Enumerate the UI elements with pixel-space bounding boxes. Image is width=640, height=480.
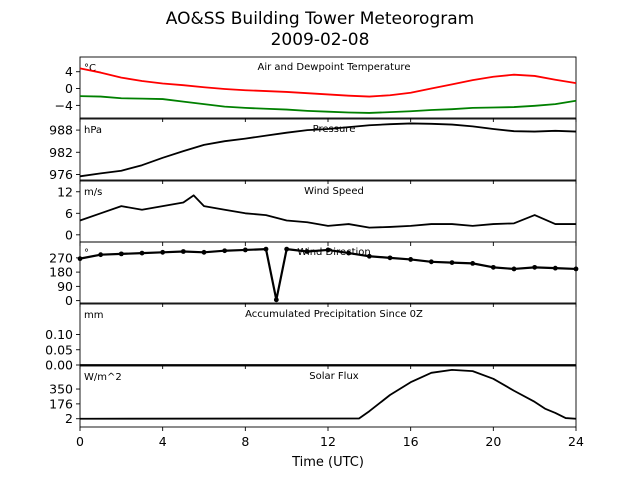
x-tick-label: 12 [320,434,336,449]
wind-speed-ytick-label: 12 [57,184,73,199]
temperature-ytick-label: −4 [55,98,73,113]
pressure-series-0 [79,122,577,178]
solar-flux-ytick-label: 350 [49,382,73,397]
panel-precipitation: 0.100.050.00 mm Accumulated Precipitation … [45,303,577,373]
precipitation-title: Accumulated Precipitation Since 0Z [245,309,423,320]
x-tick-label: 8 [241,434,249,449]
x-axis-label: Time (UTC) [291,455,364,470]
solar-flux-ytick-label: 2 [65,411,73,426]
wind-speed-series-0 [79,194,576,229]
x-tick-label: 20 [485,434,501,449]
temperature-ytick-label: 0 [65,81,73,96]
panel-wind-speed: 12 6 0 m/s Wind Speed [57,180,577,246]
pressure-ytick-label: 982 [49,145,73,160]
solar-flux-unit-label: W/m^2 [84,372,122,383]
precipitation-unit-label: mm [84,310,103,321]
panel-pressure: 988 982 976 hPa Pressure [49,118,577,184]
wind-direction-ytick-label: 90 [57,279,73,294]
temperature-title: Air and Dewpoint Temperature [258,62,411,73]
wind-direction-title: Wind Direction [297,247,371,258]
solar-flux-ytick-label: 176 [49,396,73,411]
temperature-unit-label: °C [84,63,96,74]
pressure-unit-label: hPa [84,125,102,136]
wind-speed-ytick-label: 0 [65,227,73,242]
wind-speed-ytick-label: 6 [65,206,73,221]
wind-direction-ytick-label: 270 [49,250,73,265]
wind-direction-ytick-label: 0 [65,293,73,308]
x-tick-label: 4 [159,434,167,449]
wind-speed-unit-label: m/s [84,187,102,198]
figure-title-line2: 2009-02-08 [271,30,370,50]
x-tick-label: 16 [403,434,419,449]
panel-temperature: 4 0 −4 °C Air and Dewpoint Temperature [55,56,577,122]
wind-direction-unit-label: ° [84,248,89,259]
wind-speed-title: Wind Speed [304,186,364,197]
temperature-series-0 [79,67,577,98]
pressure-ytick-label: 988 [49,123,73,138]
figure-title-line1: AO&SS Building Tower Meteorogram [166,9,474,29]
precipitation-ytick-label: 0.00 [45,358,73,373]
precipitation-ytick-label: 0.10 [45,327,73,342]
wind-direction-ytick-label: 180 [49,265,73,280]
solar-flux-title: Solar Flux [309,371,359,382]
pressure-ytick-label: 976 [49,167,73,182]
solar-flux-series-0 [79,368,577,420]
panels-group: 4 0 −4 °C Air and Dewpoint Temperature 988 982… [45,56,584,449]
temperature-series-1 [79,95,577,114]
precipitation-ytick-label: 0.05 [45,342,73,357]
pressure-title: Pressure [313,124,356,135]
temperature-ytick-label: 4 [65,64,73,79]
wind-direction-series-0 [79,248,577,301]
x-tick-label: 0 [76,434,84,449]
x-tick-label: 24 [568,434,584,449]
